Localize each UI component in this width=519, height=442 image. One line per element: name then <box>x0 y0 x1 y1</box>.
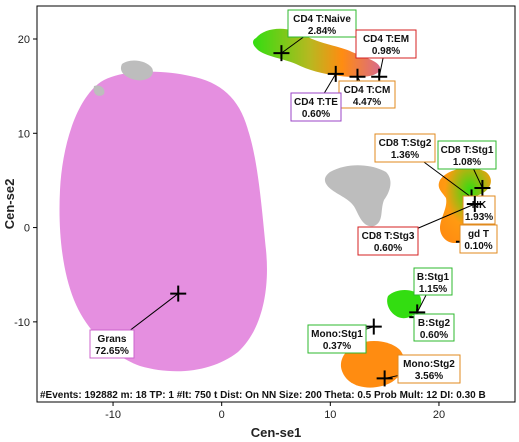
population-name-label: gd T <box>468 229 489 240</box>
x-tick-label: 20 <box>433 409 445 421</box>
cell-clusters <box>59 28 491 388</box>
population-name-label: CD8 T:Stg2 <box>379 138 432 149</box>
gray-cluster-top <box>120 60 153 81</box>
cd4-cluster <box>253 28 381 78</box>
label-box <box>459 224 498 254</box>
label-box <box>357 226 419 256</box>
population-percent-label: 4.47% <box>353 97 381 108</box>
population-name-label: Grans <box>98 334 127 345</box>
population-name-label: CD8 T:Stg3 <box>362 231 415 242</box>
population-percent-label: 0.10% <box>464 241 492 252</box>
status-text: #Events: 192882 m: 18 TP: 1 #It: 750 t D… <box>40 390 486 401</box>
label-box <box>287 9 357 38</box>
population-percent-label: 0.60% <box>420 330 448 341</box>
label-box <box>374 133 436 163</box>
population-name-label: CD4 T:EM <box>363 34 409 45</box>
label-box <box>290 92 342 122</box>
population-percent-label: 2.84% <box>308 26 336 37</box>
y-tick-label: 20 <box>18 34 30 46</box>
b-cluster <box>387 290 422 319</box>
population-percent-label: 1.93% <box>465 212 493 223</box>
population-percent-label: 1.15% <box>419 284 447 295</box>
label-box <box>462 195 496 225</box>
label-box <box>437 140 497 170</box>
population-name-label: CD4 T:TE <box>294 97 338 108</box>
population-name-label: B:Stg1 <box>417 272 450 283</box>
population-name-label: Mono:Stg1 <box>311 329 363 340</box>
y-axis-title: Cen-se2 <box>2 179 17 230</box>
x-axis-title: Cen-se1 <box>251 425 302 440</box>
gray-cluster-small <box>93 85 105 96</box>
population-name-label: CD8 T:Stg1 <box>441 145 494 156</box>
population-percent-label: 0.37% <box>323 341 351 352</box>
population-name-label: CD4 T:CM <box>344 85 391 96</box>
x-tick-label: -10 <box>105 409 121 421</box>
population-percent-label: 72.65% <box>95 346 129 357</box>
grans-cluster <box>59 71 267 372</box>
label-box <box>413 313 455 342</box>
axis-ticks: -10 0 10 20 -10 0 10 20 <box>14 34 445 421</box>
label-box <box>307 324 367 354</box>
gray-cluster-right <box>324 165 391 227</box>
population-name-label: NK <box>472 200 487 211</box>
population-percent-label: 0.60% <box>302 109 330 120</box>
population-percent-label: 1.08% <box>453 157 481 168</box>
population-name-label: CD4 T:Naive <box>293 14 351 25</box>
y-tick-label: -10 <box>14 317 30 329</box>
y-tick-label: 0 <box>24 223 30 235</box>
label-box <box>89 329 135 359</box>
population-percent-label: 1.36% <box>391 150 419 161</box>
y-tick-label: 10 <box>18 128 30 140</box>
label-box <box>397 354 461 384</box>
population-percent-label: 0.60% <box>374 243 402 254</box>
label-box <box>413 267 453 296</box>
population-percent-label: 0.98% <box>372 46 400 57</box>
population-name-label: Mono:Stg2 <box>403 359 455 370</box>
label-box <box>338 80 396 109</box>
population-name-label: B:Stg2 <box>418 318 451 329</box>
x-tick-label: 0 <box>219 409 225 421</box>
x-tick-label: 10 <box>324 409 336 421</box>
population-percent-label: 3.56% <box>415 371 443 382</box>
label-box <box>355 29 417 59</box>
